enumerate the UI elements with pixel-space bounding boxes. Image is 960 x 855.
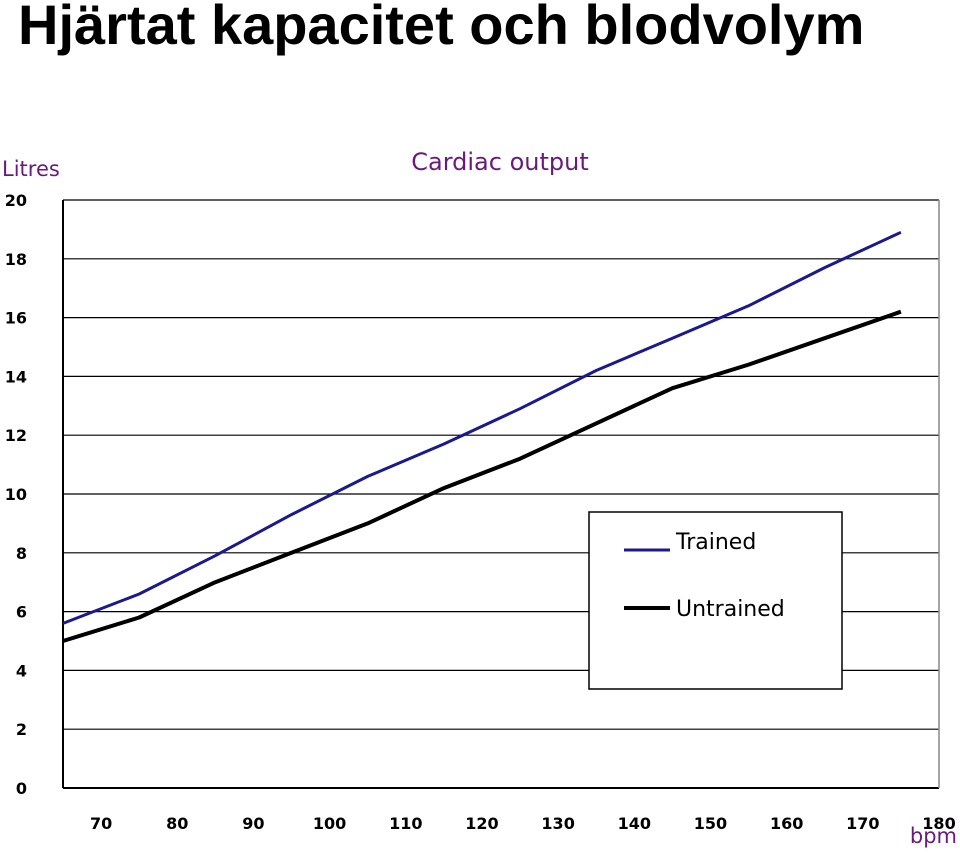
y-tick-label: 6 [16, 603, 27, 622]
legend-box [588, 511, 843, 690]
y-tick-label: 12 [5, 426, 27, 445]
legend-label-untrained: Untrained [676, 597, 785, 622]
legend: Trained Untrained [588, 511, 843, 690]
series-line-trained [62, 230, 902, 625]
y-axis-label: Litres [2, 157, 60, 181]
y-tick-labels: 0 2 4 6 8 10 12 14 16 18 20 [5, 191, 27, 798]
y-tick-label: 18 [5, 250, 27, 269]
x-tick-label: 110 [389, 814, 422, 833]
x-tick-label: 80 [166, 814, 188, 833]
y-tick-label: 2 [16, 720, 27, 739]
x-axis-label: bpm [910, 824, 957, 848]
legend-label-trained: Trained [675, 530, 756, 555]
y-tick-label: 0 [16, 779, 27, 798]
series-line-untrained [62, 309, 902, 643]
x-tick-label: 160 [770, 814, 803, 833]
x-tick-label: 130 [541, 814, 574, 833]
y-tick-label: 16 [5, 309, 27, 328]
x-tick-label: 120 [465, 814, 498, 833]
y-tick-label: 10 [5, 485, 27, 504]
y-tick-label: 20 [5, 191, 27, 210]
x-tick-label: 180 [922, 814, 955, 833]
y-tick-label: 4 [16, 661, 27, 680]
y-tick-label: 8 [16, 544, 27, 563]
x-tick-label: 170 [846, 814, 879, 833]
x-tick-label: 100 [313, 814, 346, 833]
x-tick-label: 150 [694, 814, 727, 833]
x-tick-labels: 70 80 90 100 110 120 130 140 150 160 170 180 [90, 814, 956, 833]
x-tick-label: 90 [242, 814, 264, 833]
chart-title: Cardiac output [411, 148, 589, 176]
series-lines [62, 230, 902, 643]
x-tick-label: 140 [618, 814, 651, 833]
y-tick-label: 14 [5, 367, 27, 386]
slide-title: Hjärtat kapacitet och blodvolym [18, 0, 865, 56]
x-tick-label: 70 [90, 814, 112, 833]
